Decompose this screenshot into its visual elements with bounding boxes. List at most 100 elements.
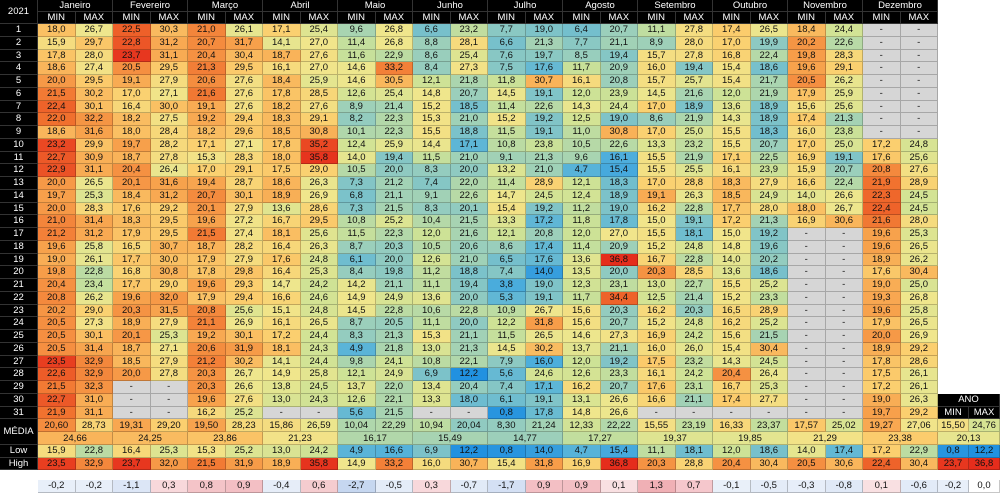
temp-cell: 17,2 — [713, 215, 751, 228]
temp-cell: 21,0 — [188, 24, 226, 37]
temp-cell: 22,4 — [38, 100, 76, 114]
temp-cell: 15,9 — [788, 164, 826, 177]
temp-cell: 14,6 — [563, 330, 601, 343]
temp-cell: 15,2 — [638, 317, 676, 330]
temp-cell: 9,6 — [338, 24, 376, 37]
temp-cell: 26,8 — [375, 24, 413, 37]
average-cell: 17,27 — [563, 432, 638, 446]
temp-cell: 26,1 — [900, 381, 938, 394]
temp-cell: 17,9 — [863, 317, 901, 330]
max-header: MAX — [525, 12, 563, 24]
media-cell: 15,86 — [263, 419, 301, 433]
temp-cell: 27,3 — [450, 62, 488, 75]
temp-cell: 20,8 — [188, 304, 226, 318]
diff-cell: 0,1 — [600, 480, 638, 493]
diff-cell: 0,9 — [563, 480, 601, 493]
temp-cell: 21,1 — [600, 36, 638, 50]
temp-cell: 28,5 — [300, 87, 338, 101]
temp-cell: 20,1 — [113, 177, 151, 190]
temp-cell: 24,6 — [300, 291, 338, 305]
temp-cell: 30,2 — [525, 342, 563, 356]
day-label: 28 — [0, 368, 38, 381]
temp-cell: 21,5 — [38, 381, 76, 394]
max-header: MAX — [675, 12, 713, 24]
temp-cell: 21,2 — [38, 228, 76, 241]
temp-cell: 36,8 — [600, 253, 638, 267]
temp-cell: 20,5 — [788, 75, 826, 88]
temp-cell: - — [900, 100, 938, 114]
temp-cell: 12,0 — [563, 87, 601, 101]
temp-cell: 7,7 — [488, 24, 526, 37]
temp-cell: 29,2 — [900, 342, 938, 356]
day-label: 1 — [0, 24, 38, 37]
temp-cell: 22,6 — [525, 100, 563, 114]
temp-cell: 10,9 — [488, 304, 526, 318]
temp-cell: 21,6 — [450, 228, 488, 241]
temp-cell: 28,1 — [450, 36, 488, 50]
temp-cell: 29,0 — [75, 304, 113, 318]
temp-cell: 19,0 — [525, 279, 563, 292]
temp-cell: 22,1 — [450, 355, 488, 369]
temp-cell: 13,7 — [338, 381, 376, 394]
temp-cell: 20,2 — [788, 36, 826, 50]
temp-cell: - — [863, 87, 901, 101]
temp-cell: 17,8 — [600, 215, 638, 228]
diff-cell: -2,7 — [338, 480, 376, 493]
temp-cell: - — [750, 406, 788, 420]
temp-cell: 20,3 — [638, 266, 676, 279]
temp-cell: 17,9 — [188, 253, 226, 267]
temp-cell: - — [263, 406, 301, 420]
temp-cell: 14,0 — [338, 151, 376, 165]
temp-cell: 12,6 — [338, 87, 376, 101]
temp-cell: 24,1 — [375, 355, 413, 369]
temp-cell: 22,8 — [675, 202, 713, 216]
temp-cell: 15,6 — [713, 330, 751, 343]
temp-cell: 21,3 — [750, 215, 788, 228]
temp-cell: 21,9 — [675, 151, 713, 165]
temp-cell: 15,7 — [638, 75, 676, 88]
temp-cell: - — [638, 406, 676, 420]
low-cell: 18,6 — [750, 445, 788, 458]
temp-cell: 26,7 — [825, 202, 863, 216]
temp-cell: 26,2 — [75, 291, 113, 305]
low-cell: 12,0 — [713, 445, 751, 458]
temp-cell: 12,6 — [563, 368, 601, 381]
temp-cell: 18,4 — [113, 189, 151, 203]
temp-cell: 22,0 — [38, 113, 76, 126]
temp-cell: 24,4 — [825, 24, 863, 37]
temp-cell: 7,4 — [413, 177, 451, 190]
temp-cell: 26,0 — [675, 342, 713, 356]
temp-cell: 26,5 — [300, 317, 338, 330]
min-header: MIN — [713, 12, 751, 24]
temp-cell: 7,4 — [488, 381, 526, 394]
temp-cell: 28,0 — [75, 49, 113, 63]
temp-cell: 25,4 — [375, 87, 413, 101]
temp-cell: 26,1 — [900, 368, 938, 381]
high-cell: 30,4 — [750, 457, 788, 471]
temp-cell: 16,0 — [788, 126, 826, 139]
temp-cell: 10,8 — [413, 355, 451, 369]
temp-cell: 17,6 — [638, 381, 676, 394]
temp-cell: 16,0 — [638, 342, 676, 356]
month-header: Outubro — [713, 0, 788, 12]
min-header: MIN — [488, 12, 526, 24]
temp-cell: 26,3 — [900, 393, 938, 407]
ano-low-cell: 0,8 — [938, 445, 969, 458]
temp-cell: 18,5 — [450, 100, 488, 114]
max-header: MAX — [300, 12, 338, 24]
temp-cell: 6,5 — [488, 253, 526, 267]
temp-cell: 26,9 — [300, 189, 338, 203]
temp-cell: 19,6 — [750, 240, 788, 254]
temp-cell: 24,5 — [900, 189, 938, 203]
temp-cell: 30,4 — [900, 266, 938, 279]
temp-cell: 18,8 — [450, 126, 488, 139]
temp-cell: 27,1 — [150, 342, 188, 356]
temp-cell: 13,0 — [413, 342, 451, 356]
temp-cell: 25,6 — [300, 228, 338, 241]
high-cell: 31,9 — [225, 457, 263, 471]
temp-cell: 7,5 — [488, 62, 526, 75]
temp-cell: 24,5 — [900, 202, 938, 216]
temp-cell: 21,5 — [375, 406, 413, 420]
high-cell: 20,4 — [713, 457, 751, 471]
temp-cell: 17,8 — [38, 49, 76, 63]
